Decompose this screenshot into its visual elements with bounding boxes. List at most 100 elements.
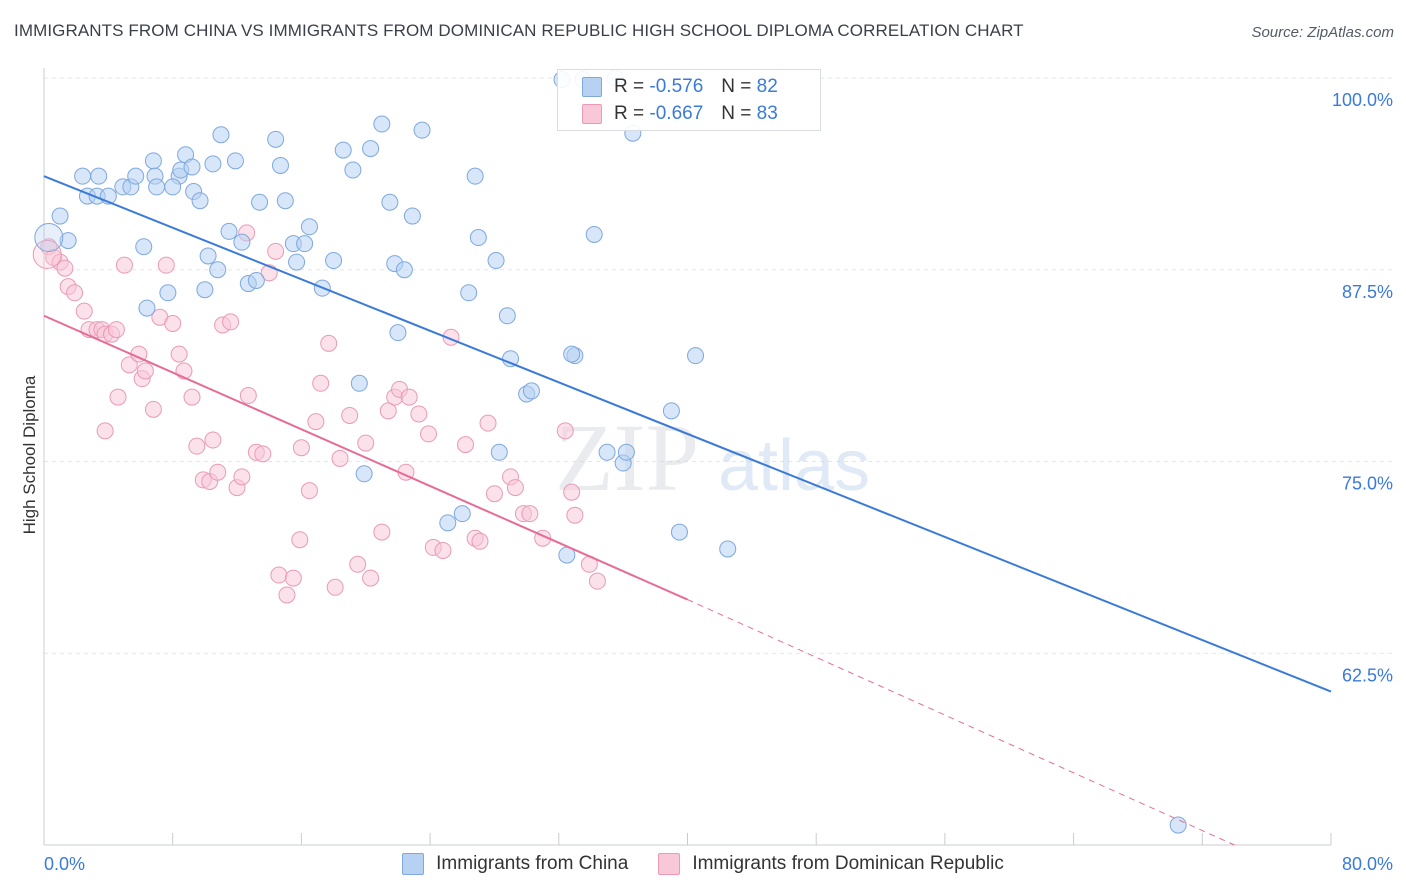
data-point-china bbox=[395, 261, 413, 279]
data-point-dominican bbox=[222, 313, 240, 331]
data-point-dominican bbox=[556, 422, 574, 440]
data-point-china bbox=[355, 465, 373, 483]
data-point-dominican bbox=[521, 505, 539, 523]
data-point-china bbox=[199, 247, 217, 265]
data-point-dominican bbox=[164, 314, 182, 332]
data-point-china bbox=[719, 540, 737, 558]
data-point-china bbox=[413, 121, 431, 139]
data-point-dominican bbox=[300, 482, 318, 500]
data-point-china bbox=[662, 402, 680, 420]
data-point-china bbox=[247, 271, 265, 289]
data-point-china bbox=[144, 152, 162, 170]
data-point-dominican bbox=[419, 425, 437, 443]
y-tick-label: 75.0% bbox=[1342, 474, 1393, 494]
data-point-dominican bbox=[254, 445, 272, 463]
data-point-china bbox=[670, 523, 688, 541]
data-point-china bbox=[490, 443, 508, 461]
data-point-dominican bbox=[485, 485, 503, 503]
data-point-dominican bbox=[291, 531, 309, 549]
data-point-dominican bbox=[107, 321, 125, 339]
data-point-china bbox=[148, 178, 166, 196]
data-point-china bbox=[598, 443, 616, 461]
data-point-china bbox=[233, 233, 251, 251]
data-point-china bbox=[585, 225, 603, 243]
legend-swatch-dominican bbox=[582, 104, 602, 124]
data-point-china bbox=[381, 193, 399, 211]
data-point-dominican bbox=[400, 388, 418, 406]
data-point-china bbox=[1169, 816, 1187, 834]
legend-n-value-dominican: 83 bbox=[756, 103, 778, 124]
y-tick-label: 62.5% bbox=[1342, 665, 1393, 685]
series-legend: Immigrants from China Immigrants from Do… bbox=[0, 851, 1406, 877]
data-point-dominican bbox=[170, 345, 188, 363]
data-point-dominican bbox=[278, 586, 296, 604]
data-point-china bbox=[300, 218, 318, 236]
data-point-dominican bbox=[75, 302, 93, 320]
legend-n-label: N = bbox=[721, 76, 752, 97]
data-point-dominican bbox=[157, 256, 175, 274]
data-point-china bbox=[226, 152, 244, 170]
series-china-points bbox=[34, 69, 1187, 834]
data-point-china bbox=[127, 167, 145, 185]
legend-row-china: R = -0.576 N = 82 bbox=[582, 74, 778, 100]
trend-line-dominican-extrapolated bbox=[687, 599, 1235, 846]
data-point-dominican bbox=[32, 239, 62, 269]
legend-swatch-china bbox=[582, 77, 602, 97]
data-point-china bbox=[563, 345, 581, 363]
data-point-dominican bbox=[183, 388, 201, 406]
data-point-dominican bbox=[563, 483, 581, 501]
x-tick-label: 80.0% bbox=[1342, 854, 1393, 874]
data-point-china bbox=[350, 374, 368, 392]
data-point-dominican bbox=[109, 388, 127, 406]
legend-item-dominican[interactable]: Immigrants from Dominican Republic bbox=[658, 853, 1004, 875]
data-point-china bbox=[204, 155, 222, 173]
y-tick-label: 87.5% bbox=[1342, 282, 1393, 302]
data-point-dominican bbox=[379, 402, 397, 420]
data-point-dominican bbox=[188, 437, 206, 455]
legend-item-china[interactable]: Immigrants from China bbox=[402, 853, 628, 875]
legend-swatch-china bbox=[402, 853, 425, 875]
data-point-china bbox=[51, 207, 69, 225]
data-point-dominican bbox=[56, 259, 74, 277]
data-point-china bbox=[276, 192, 294, 210]
data-point-dominican bbox=[410, 405, 428, 423]
data-point-dominican bbox=[506, 479, 524, 497]
data-point-dominican bbox=[471, 532, 489, 550]
data-point-china bbox=[296, 235, 314, 253]
data-point-dominican bbox=[270, 566, 288, 584]
source-credit: Source: ZipAtlas.com bbox=[1251, 24, 1394, 41]
data-point-china bbox=[453, 505, 471, 523]
data-point-china bbox=[196, 281, 214, 299]
data-point-china bbox=[617, 443, 635, 461]
data-point-china bbox=[373, 115, 391, 133]
tick-labels: 62.5% 75.0% 87.5% 100.0% 0.0% 80.0% bbox=[44, 90, 1393, 874]
data-point-china bbox=[251, 193, 269, 211]
data-point-dominican bbox=[434, 541, 452, 559]
data-point-dominican bbox=[115, 256, 133, 274]
data-point-china bbox=[325, 252, 343, 270]
trend-lines bbox=[43, 175, 1332, 846]
data-point-dominican bbox=[349, 555, 367, 573]
data-point-dominican bbox=[233, 468, 251, 486]
data-point-china bbox=[209, 261, 227, 279]
data-point-dominican bbox=[284, 569, 302, 587]
data-point-china bbox=[220, 222, 238, 240]
legend-swatch-dominican bbox=[658, 853, 681, 875]
data-point-china bbox=[34, 223, 64, 253]
data-point-china bbox=[466, 167, 484, 185]
data-point-china bbox=[522, 382, 540, 400]
data-point-dominican bbox=[239, 387, 257, 405]
data-point-china bbox=[498, 307, 516, 325]
data-point-china bbox=[334, 141, 352, 159]
data-point-dominican bbox=[588, 572, 606, 590]
legend-r-label: R = bbox=[614, 103, 645, 124]
data-point-china bbox=[183, 158, 201, 176]
data-point-dominican bbox=[320, 334, 338, 352]
data-point-china bbox=[469, 229, 487, 247]
data-point-china bbox=[687, 347, 705, 365]
y-axis-label: High School Diploma bbox=[20, 375, 39, 535]
legend-row-dominican: R = -0.667 N = 83 bbox=[582, 101, 778, 127]
data-point-china bbox=[159, 284, 177, 302]
data-point-dominican bbox=[479, 414, 497, 432]
